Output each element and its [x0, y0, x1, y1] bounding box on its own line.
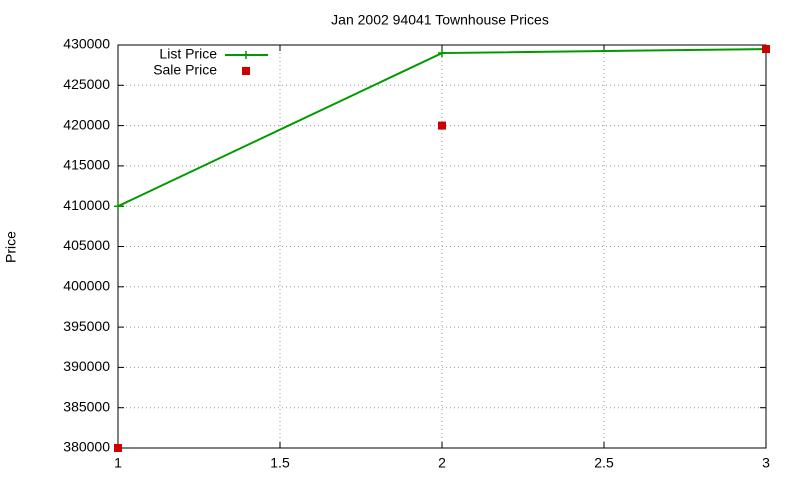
y-tick-label: 430000: [63, 36, 110, 52]
x-tick-label: 2: [438, 455, 446, 471]
y-tick-label: 405000: [63, 237, 110, 253]
y-tick-label: 400000: [63, 278, 110, 294]
x-tick-label: 1.5: [270, 455, 290, 471]
y-axis-label: Price: [3, 231, 19, 263]
point: [762, 45, 770, 54]
legend-marker: [242, 67, 250, 75]
x-tick-label: 3: [762, 455, 770, 471]
point: [438, 121, 446, 130]
chart-title: Jan 2002 94041 Townhouse Prices: [331, 12, 549, 28]
y-tick-label: 415000: [63, 157, 110, 173]
plot-border: [117, 44, 767, 449]
x-tick-label: 2.5: [594, 455, 614, 471]
point: [114, 202, 122, 211]
point: [438, 49, 446, 58]
legend-label: List Price: [159, 46, 217, 62]
y-tick-label: 395000: [63, 318, 110, 334]
legend-marker: [242, 51, 250, 59]
y-tick-label: 385000: [63, 398, 110, 414]
y-tick-label: 410000: [63, 197, 110, 213]
point: [114, 444, 122, 452]
x-tick-label: 1: [114, 455, 122, 471]
y-tick-label: 420000: [63, 116, 110, 132]
y-tick-label: 390000: [63, 358, 110, 374]
y-tick-label: 380000: [63, 439, 110, 455]
y-tick-label: 425000: [63, 76, 110, 92]
legend-label: Sale Price: [153, 62, 217, 78]
